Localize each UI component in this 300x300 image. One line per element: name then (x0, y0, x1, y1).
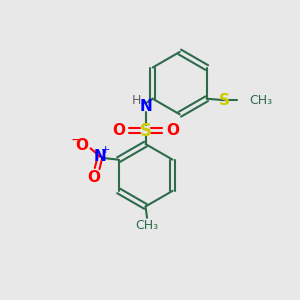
Text: CH₃: CH₃ (136, 219, 159, 232)
Text: O: O (88, 170, 100, 185)
Text: S: S (219, 93, 230, 108)
Text: CH₃: CH₃ (249, 94, 272, 107)
Text: H: H (131, 94, 141, 107)
Text: +: + (101, 145, 110, 155)
Text: O: O (112, 123, 125, 138)
Text: S: S (140, 122, 152, 140)
Text: −: − (70, 133, 82, 147)
Text: O: O (75, 138, 88, 153)
Text: N: N (94, 149, 106, 164)
Text: N: N (139, 99, 152, 114)
Text: O: O (166, 123, 179, 138)
